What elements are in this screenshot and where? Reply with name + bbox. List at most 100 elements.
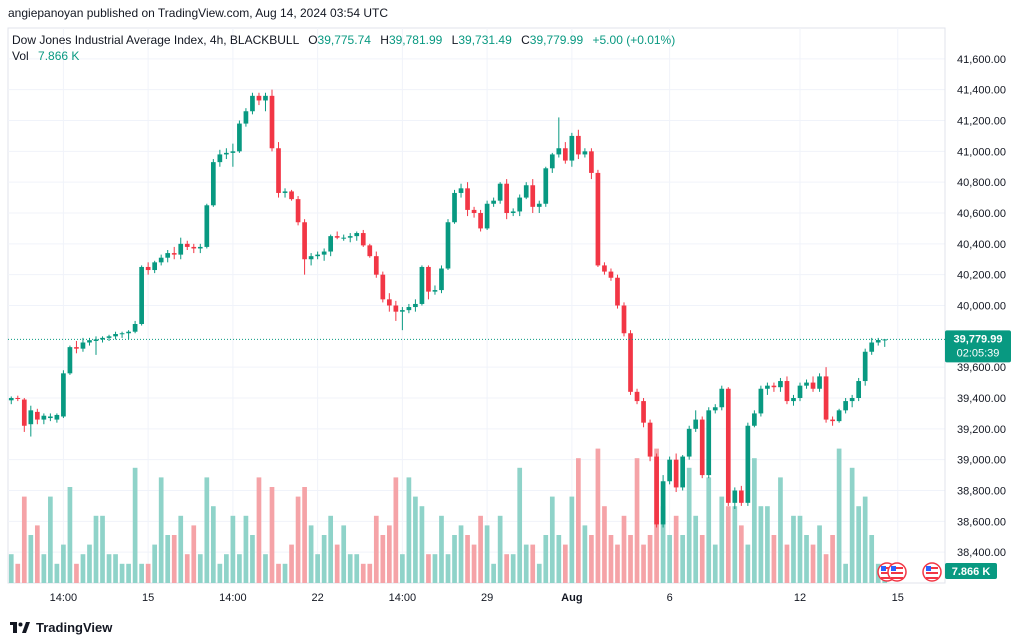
volume-bar [771, 535, 777, 583]
candle-body [113, 334, 118, 337]
candle-body [738, 490, 744, 503]
candle-body [543, 168, 549, 204]
candle-body [654, 456, 659, 525]
candle-body [165, 253, 171, 258]
bar-countdown: 02:05:39 [957, 347, 1000, 359]
volume-bar [536, 563, 542, 583]
volume-bar [28, 535, 34, 583]
volume-bar [445, 554, 451, 583]
y-tick-label: 41,600.00 [957, 54, 1006, 66]
volume-bar [504, 554, 510, 583]
volume-bar [471, 544, 477, 583]
candle-body [360, 233, 366, 246]
candle-body [197, 246, 203, 249]
volume-bar [67, 487, 73, 583]
candle-body [504, 183, 510, 213]
candle-body [556, 148, 562, 155]
volume-bar [334, 544, 340, 583]
volume-bar [530, 544, 536, 583]
candle-body [778, 381, 783, 388]
candle-body [178, 243, 184, 255]
flag-stripe [926, 577, 938, 579]
low-label: L [451, 33, 459, 47]
volume-bar [204, 477, 210, 583]
volume-bar [686, 467, 692, 583]
candle-body [41, 415, 47, 420]
candle-body [510, 211, 516, 213]
volume-bar [784, 544, 790, 583]
candle-body [615, 277, 620, 306]
volume-bar [34, 525, 40, 583]
candle-body [282, 191, 288, 193]
volume-bar [21, 496, 27, 583]
y-tick-label: 40,800.00 [957, 177, 1006, 189]
candle-body [732, 490, 738, 503]
volume-bar [869, 535, 875, 583]
volume-bar [765, 506, 770, 583]
flag-canton [881, 566, 886, 571]
candle-body [406, 307, 412, 311]
volume-bar [380, 535, 386, 583]
volume-bar [817, 525, 822, 583]
candle-body [445, 222, 451, 269]
candle-body [862, 351, 868, 382]
candle-body [347, 236, 353, 238]
candle-body [439, 268, 444, 291]
volume-bar [210, 506, 216, 583]
candle-body [686, 428, 692, 457]
volume-bar [250, 535, 255, 583]
candle-body [34, 411, 40, 420]
candle-body [784, 381, 790, 402]
y-tick-label: 39,600.00 [957, 362, 1006, 374]
candle-body [126, 331, 131, 334]
candle-body [184, 243, 190, 247]
candle-body [830, 419, 835, 422]
volume-bar [439, 515, 444, 583]
candle-body [562, 148, 568, 161]
candle-body [419, 266, 425, 304]
volume-bar [315, 554, 320, 583]
candle-body [48, 416, 53, 419]
candle-body [849, 398, 855, 402]
volume-bar [360, 563, 366, 583]
volume-bar [100, 515, 105, 583]
candle-body [400, 310, 405, 312]
tradingview-footer[interactable]: TradingView [10, 620, 112, 635]
volume-bar [419, 506, 425, 583]
y-tick-label: 40,400.00 [957, 239, 1006, 251]
x-tick-label: Aug [561, 592, 582, 604]
high-label: H [380, 33, 389, 47]
volume-bar [634, 458, 640, 583]
volume-bar [8, 554, 14, 583]
volume-bar [497, 515, 503, 583]
y-tick-label: 41,400.00 [957, 85, 1006, 97]
candle-body [152, 262, 158, 271]
volume-bar [712, 544, 718, 583]
volume-bar [282, 563, 288, 583]
volume-bar [341, 525, 347, 583]
x-tick-label: 14:00 [389, 592, 417, 604]
candle-body [276, 148, 281, 193]
volume-bar [576, 458, 581, 583]
candle-body [452, 192, 457, 223]
candle-body [699, 419, 705, 476]
flag-stripe [891, 572, 903, 574]
candle-body [204, 205, 210, 247]
volume-bar [406, 477, 412, 583]
candle-body [595, 172, 601, 266]
volume-bar [758, 506, 764, 583]
volume-bar [856, 506, 862, 583]
volume-bar [413, 496, 418, 583]
candle-body [706, 410, 712, 476]
candle-body [745, 425, 751, 503]
x-tick-label: 14:00 [219, 592, 247, 604]
volume-bar [256, 477, 262, 583]
x-tick-label: 14:00 [50, 592, 78, 604]
candle-body [647, 422, 653, 457]
candle-body [725, 388, 731, 503]
volume-bar [54, 563, 60, 583]
x-tick-label: 22 [312, 592, 324, 604]
volume-bar [484, 525, 490, 583]
volume-bar [849, 467, 855, 583]
